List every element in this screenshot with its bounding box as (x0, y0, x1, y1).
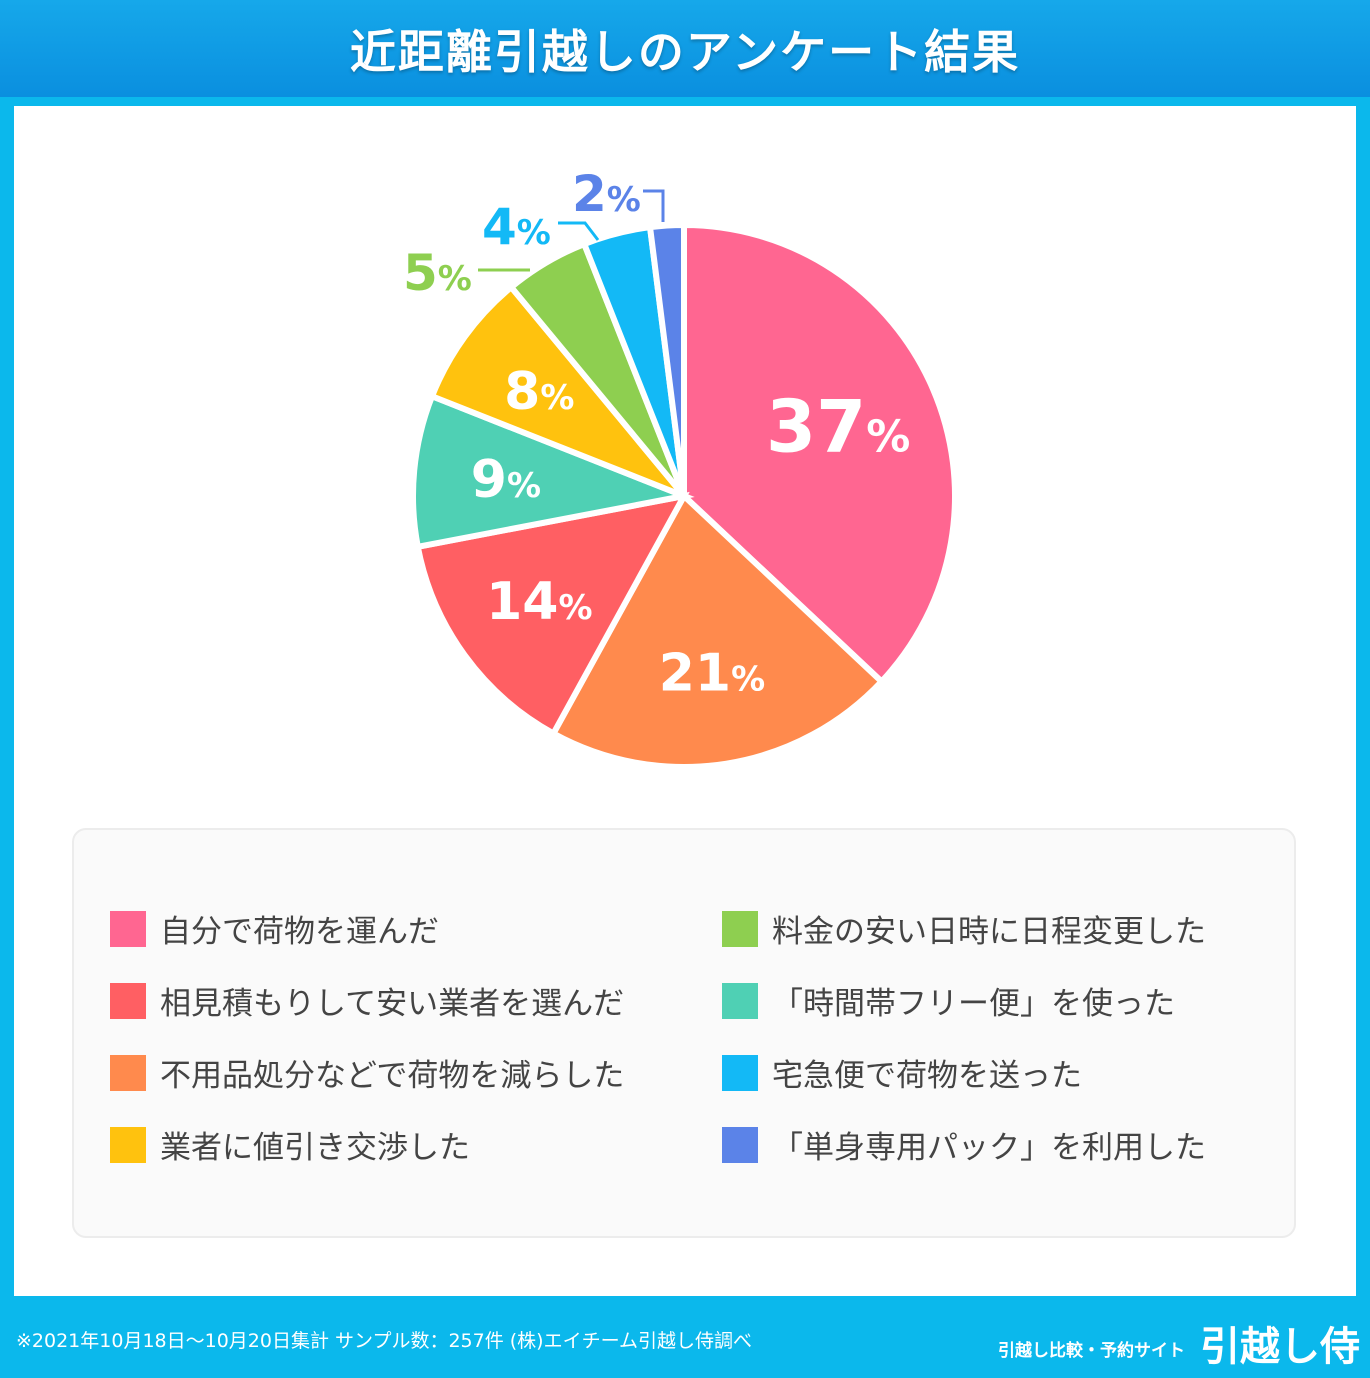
pie-chart: 37% 21% 14% 9% 8% 5%4% 2% (403, 165, 958, 770)
slice-label: 8% (504, 362, 574, 422)
legend-item: 料金の安い日時に日程変更した (722, 906, 1206, 951)
legend-label: 自分で荷物を運んだ (160, 914, 439, 950)
brand-logo[interactable]: 引越し侍 (1200, 1324, 1360, 1370)
legend: 自分で荷物を運んだ相見積もりして安い業者を選んだ 不用品処分などで荷物を減らした業… (72, 828, 1296, 1238)
legend-swatch (722, 910, 758, 947)
pie-slice (549, 491, 886, 770)
slice-label: 4% (482, 198, 551, 256)
legend-item: 相見積もりして安い業者を選んだ (110, 978, 624, 1023)
slice-label: 14% (486, 572, 592, 632)
brand-tagline: 引越し比較・予約サイト (998, 1341, 1185, 1361)
chart-title: 近距離引越しのアンケート結果 (349, 24, 1021, 79)
legend-item: 宅急便で荷物を送った (722, 1050, 1082, 1095)
legend-swatch (722, 1126, 758, 1163)
legend-label: 業者に値引き交渉した (160, 1130, 470, 1166)
legend-label: 不用品処分などで荷物を減らした (160, 1058, 625, 1094)
slice-label: 37% (766, 384, 910, 468)
slice-label: 5% (403, 244, 472, 302)
leader-line (643, 189, 665, 222)
pie-slice (410, 392, 695, 551)
pie-slice (414, 491, 690, 738)
footer: ※2021年10月18日〜10月20日集計 サンプル数：257件 (株)エイチー… (0, 1300, 1370, 1378)
slice-label: 21% (659, 644, 765, 704)
title-bar: 近距離引越しのアンケート結果 (0, 0, 1370, 97)
legend-label: 宅急便で荷物を送った (772, 1058, 1082, 1094)
slice-label: 9% (471, 450, 541, 510)
legend-label: 「時間帯フリー便」を使った (772, 986, 1175, 1022)
legend-item: 「時間帯フリー便」を使った (722, 978, 1175, 1023)
legend-swatch (110, 910, 146, 947)
pie-slice (646, 221, 687, 497)
legend-swatch (722, 982, 758, 1019)
legend-item: 不用品処分などで荷物を減らした (110, 1050, 624, 1095)
legend-label: 相見積もりして安い業者を選んだ (160, 986, 625, 1022)
legend-item: 業者に値引き交渉した (110, 1122, 470, 1167)
legend-swatch (110, 1054, 146, 1091)
legend-swatch (722, 1054, 758, 1091)
legend-item: 自分で荷物を運んだ (110, 906, 439, 951)
pie-slice (681, 221, 958, 686)
legend-label: 「単身専用パック」を利用した (772, 1130, 1206, 1166)
slice-label: 2% (572, 165, 641, 223)
legend-label: 料金の安い日時に日程変更した (772, 914, 1206, 950)
pie-slice (428, 282, 687, 499)
legend-item: 「単身専用パック」を利用した (722, 1122, 1206, 1167)
legend-swatch (110, 982, 146, 1019)
survey-note: ※2021年10月18日〜10月20日集計 サンプル数：257件 (株)エイチー… (16, 1330, 753, 1352)
legend-swatch (110, 1126, 146, 1163)
leader-line (558, 221, 600, 241)
